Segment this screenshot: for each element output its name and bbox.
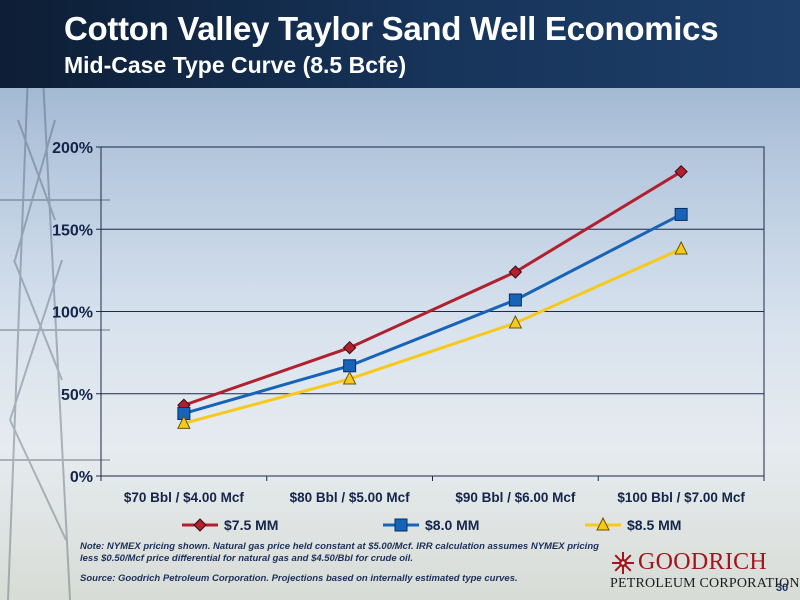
logo-name-top: GOODRICH [638,549,768,575]
data-point [343,359,357,373]
y-tick-label: 0% [70,469,93,486]
slide-subtitle: Mid-Case Type Curve (8.5 Bcfe) [64,52,407,78]
logo-name-bottom: PETROLEUM CORPORATION [610,576,800,591]
data-point [674,240,688,255]
legend-marker [596,516,610,531]
data-point [342,370,357,385]
legend-marker [394,518,408,532]
data-point [674,207,688,221]
footnote-source: Source: Goodrich Petroleum Corporation. … [80,573,518,584]
y-tick-label: 100% [52,305,93,322]
data-point [508,314,523,329]
x-tick-label: $80 Bbl / $5.00 Mcf [290,490,411,505]
y-tick-label: 50% [61,387,93,404]
gear-star-icon [612,552,634,574]
y-tick-label: 200% [52,140,93,157]
data-point [508,293,522,307]
legend-label: $7.5 MM [224,517,278,533]
goodrich-logo: GOODRICH PETROLEUM CORPORATION [608,548,800,592]
legend-label: $8.0 MM [425,517,479,533]
y-tick-label: 150% [52,222,93,239]
page-number: 30 [776,582,789,594]
x-tick-label: $90 Bbl / $6.00 Mcf [455,490,576,505]
data-point [342,340,357,355]
legend-label: $8.5 MM [627,517,681,533]
data-point [508,265,523,279]
series-line [183,247,682,425]
series-line [183,170,682,407]
data-point [177,415,191,429]
footnote-pricing: Note: NYMEX pricing shown. Natural gas p… [80,541,599,564]
series-line [183,213,682,415]
drilling-rig-silhouette [0,19,110,600]
slide-header: Cotton Valley Taylor Sand Well Economics… [0,0,800,88]
x-tick-label: $100 Bbl / $7.00 Mcf [617,490,745,505]
legend-marker [193,518,207,532]
slide-title: Cotton Valley Taylor Sand Well Economics [64,10,719,47]
x-tick-label: $70 Bbl / $4.00 Mcf [124,490,245,505]
data-point [674,164,688,179]
